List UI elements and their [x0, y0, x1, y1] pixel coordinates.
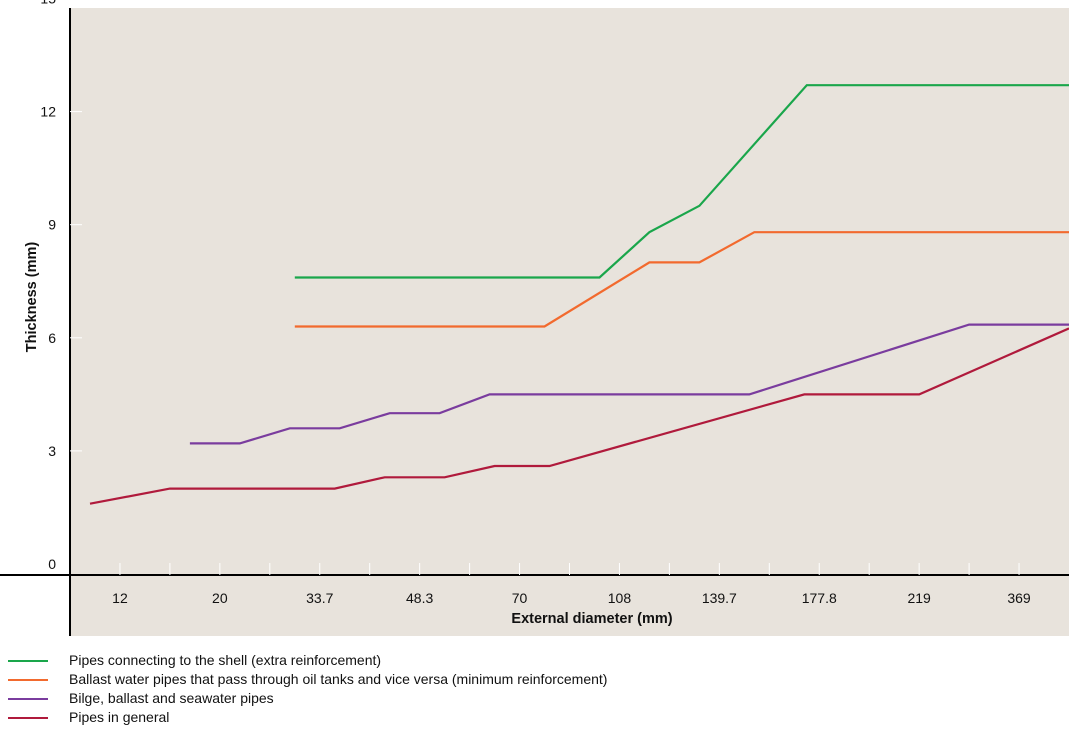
x-tick-label: 108: [608, 590, 632, 606]
legend-label: Ballast water pipes that pass through oi…: [69, 670, 608, 687]
x-tick-label: 12: [112, 590, 128, 606]
x-tick-label: 70: [512, 590, 528, 606]
legend-swatch: [8, 716, 48, 719]
y-tick-label: 0: [48, 556, 56, 572]
y-tick-label: 3: [48, 443, 56, 459]
legend-item: Bilge, ballast and seawater pipes: [8, 688, 607, 707]
x-axis-title: External diameter (mm): [511, 611, 672, 627]
x-tick-label: 219: [907, 590, 931, 606]
series-line: [189, 323, 1069, 445]
legend-item: Ballast water pipes that pass through oi…: [8, 669, 607, 688]
series-line: [294, 84, 1069, 279]
y-tick-label: 12: [40, 104, 56, 120]
plot-background: [70, 8, 1069, 636]
line-chart: 03691215 122033.748.370108139.7177.82193…: [0, 0, 1069, 636]
legend: Pipes connecting to the shell (extra rei…: [8, 650, 607, 726]
y-axis-title: Thickness (mm): [24, 242, 40, 353]
x-tick-label: 139.7: [702, 590, 737, 606]
x-tick-labels: 12 20 33.7 48.3 70 108 139.7 177.8 219 369: [112, 590, 1031, 606]
legend-swatch: [8, 659, 48, 662]
series-layer: [89, 84, 1069, 505]
x-tick-marks: [119, 563, 1020, 575]
legend-label: Pipes connecting to the shell (extra rei…: [69, 651, 382, 668]
x-tick-label: 48.3: [406, 590, 433, 606]
y-tick-label: 15: [40, 0, 56, 7]
y-tick-labels: 0 3 6 9 12 15: [40, 0, 82, 572]
x-tick-label: 20: [212, 590, 228, 606]
x-tick-label: 177.8: [802, 590, 837, 606]
x-tick-label: 369: [1007, 590, 1031, 606]
legend-item: Pipes in general: [8, 707, 607, 726]
legend-item: Pipes connecting to the shell (extra rei…: [8, 650, 607, 669]
series-line: [89, 327, 1069, 505]
x-tick-label: 33.7: [306, 590, 333, 606]
y-tick-label: 6: [48, 330, 56, 346]
legend-swatch: [8, 678, 48, 681]
legend-label: Pipes in general: [69, 708, 170, 725]
legend-swatch: [8, 697, 48, 700]
y-tick-label: 9: [48, 217, 56, 233]
series-line: [294, 231, 1069, 328]
legend-label: Bilge, ballast and seawater pipes: [69, 689, 274, 706]
